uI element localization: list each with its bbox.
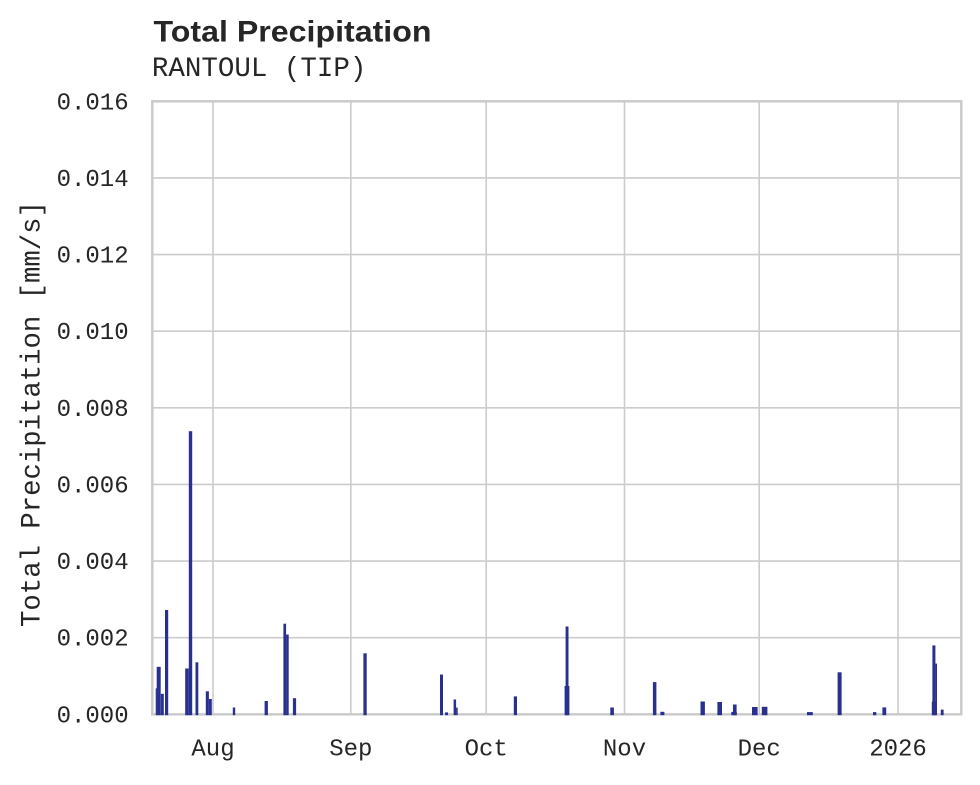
svg-text:0.014: 0.014 bbox=[57, 167, 129, 194]
svg-text:Total Precipitation [mm/s]: Total Precipitation [mm/s] bbox=[18, 201, 49, 627]
svg-text:Oct: Oct bbox=[465, 736, 508, 763]
svg-text:Total Precipitation: Total Precipitation bbox=[154, 16, 432, 49]
svg-text:0.016: 0.016 bbox=[57, 90, 129, 117]
svg-text:Sep: Sep bbox=[329, 736, 372, 763]
svg-text:2026: 2026 bbox=[869, 736, 927, 763]
svg-text:RANTOUL (TIP): RANTOUL (TIP) bbox=[152, 54, 367, 85]
svg-text:0.008: 0.008 bbox=[57, 397, 129, 424]
svg-text:Dec: Dec bbox=[738, 736, 781, 763]
svg-text:0.010: 0.010 bbox=[57, 320, 129, 347]
svg-text:0.012: 0.012 bbox=[57, 244, 129, 271]
svg-text:0.006: 0.006 bbox=[57, 473, 129, 500]
svg-text:Aug: Aug bbox=[191, 736, 234, 763]
svg-text:Nov: Nov bbox=[603, 736, 646, 763]
svg-text:0.002: 0.002 bbox=[57, 627, 129, 654]
svg-text:0.004: 0.004 bbox=[57, 550, 129, 577]
svg-text:0.000: 0.000 bbox=[57, 703, 129, 730]
